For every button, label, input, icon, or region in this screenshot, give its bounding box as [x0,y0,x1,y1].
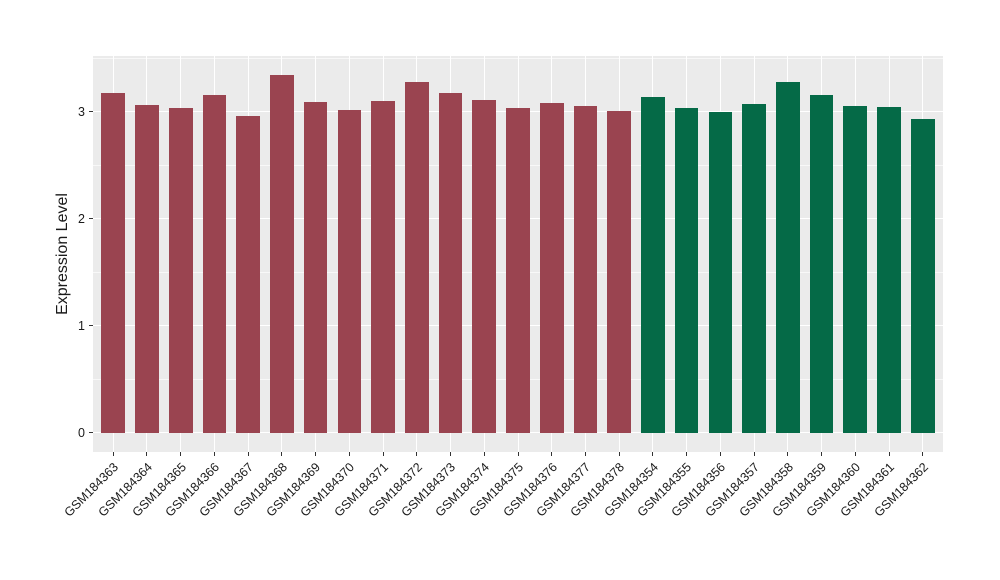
y-tick-mark [89,432,93,434]
x-tick-mark [247,452,249,456]
bar-GSM184372 [405,81,429,433]
bar-GSM184356 [708,111,733,433]
bar-GSM184373 [438,93,463,433]
y-tick-mark [89,325,93,327]
x-tick-mark [686,452,688,456]
x-tick-mark [416,452,418,456]
x-tick-mark [348,452,350,456]
bar-GSM184358 [776,81,800,433]
x-tick-mark [281,452,283,456]
x-tick-mark [821,452,823,456]
bar-GSM184357 [742,104,766,433]
y-tick-mark [89,218,93,220]
bar-GSM184369 [303,102,328,433]
bar-GSM184374 [472,99,497,433]
x-tick-mark [551,452,553,456]
x-tick-mark [483,452,485,456]
x-tick-mark [146,452,148,456]
x-tick-mark [315,452,317,456]
bar-GSM184362 [910,119,935,433]
x-tick-mark [753,452,755,456]
x-tick-mark [787,452,789,456]
x-tick-mark [922,452,924,456]
bar-GSM184367 [236,115,260,433]
bar-GSM184359 [809,94,834,433]
bar-GSM184375 [506,108,530,433]
y-tick-label: 2 [78,211,85,226]
x-tick-mark [213,452,215,456]
bar-GSM184360 [843,106,868,433]
x-tick-mark [618,452,620,456]
x-tick-mark [382,452,384,456]
bar-GSM184361 [877,107,901,433]
x-tick-mark [854,452,856,456]
x-tick-mark [450,452,452,456]
y-tick-mark [89,111,93,113]
bar-GSM184365 [168,108,193,433]
bar-GSM184363 [101,93,126,433]
y-tick-label: 1 [78,318,85,333]
y-tick-label: 3 [78,104,85,119]
x-tick-mark [517,452,519,456]
x-tick-mark [652,452,654,456]
x-tick-mark [584,452,586,456]
x-tick-mark [180,452,182,456]
x-tick-mark [888,452,890,456]
x-tick-mark [719,452,721,456]
bar-GSM184377 [573,106,598,433]
bar-GSM184354 [641,96,665,433]
bar-GSM184368 [270,75,294,433]
bar-GSM184355 [674,108,699,433]
y-tick-label: 0 [78,425,85,440]
x-tick-mark [112,452,114,456]
bar-GSM184364 [135,105,159,433]
bar-GSM184378 [607,110,631,433]
bar-GSM184370 [337,109,362,433]
bar-GSM184366 [202,94,227,433]
bar-GSM184371 [371,100,395,433]
bar-GSM184376 [539,103,564,433]
